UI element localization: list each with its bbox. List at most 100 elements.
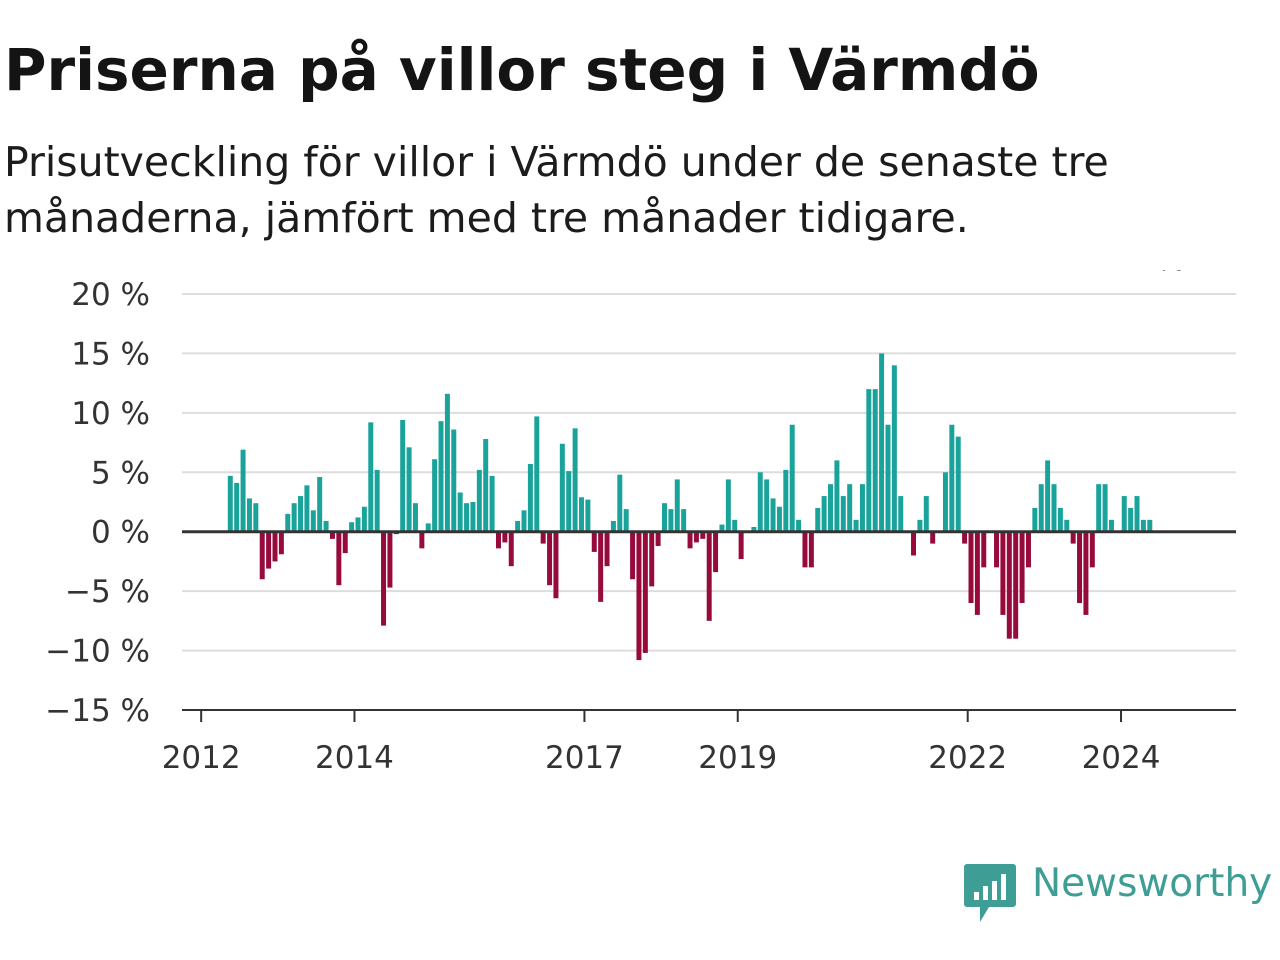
bar (515, 521, 521, 532)
bar (802, 531, 808, 568)
bar (432, 459, 438, 532)
bar (713, 531, 719, 573)
x-axis-ticks: 2012 2014 2017 2019 2022 2024 (162, 710, 1161, 776)
x-tick-label: 2022 (928, 740, 1007, 776)
x-tick-label: 2019 (698, 740, 777, 776)
bar (336, 531, 342, 586)
bar (681, 509, 687, 532)
bar (349, 522, 355, 532)
bar (693, 531, 699, 543)
bar (1077, 531, 1083, 604)
bar (285, 513, 291, 532)
bar (1096, 484, 1102, 532)
bar (923, 496, 929, 532)
bar (368, 422, 374, 532)
bar (598, 531, 604, 602)
bar (317, 477, 323, 532)
bar (444, 393, 450, 532)
bar (968, 531, 974, 604)
bar (1128, 507, 1134, 532)
bar (278, 531, 284, 555)
bar (1102, 484, 1108, 532)
bar (917, 519, 923, 532)
bar (566, 471, 572, 532)
bar (483, 439, 489, 532)
bar (732, 519, 738, 532)
bar (534, 416, 540, 532)
bar (994, 531, 1000, 568)
bar (234, 482, 240, 532)
bar (725, 479, 731, 532)
bar (630, 531, 636, 580)
bar (783, 469, 789, 532)
gridlines (182, 293, 1236, 711)
bar (815, 507, 821, 532)
bar (438, 421, 444, 532)
bar (591, 531, 597, 552)
bar (853, 519, 859, 532)
x-tick-label: 2024 (1082, 740, 1161, 776)
value-annotation-group: 1 % (1123, 270, 1189, 282)
bar (227, 475, 233, 532)
bar (834, 460, 840, 532)
bar (885, 424, 891, 532)
bar (1013, 531, 1019, 639)
bar (508, 531, 514, 567)
bar (1025, 531, 1031, 568)
bar (700, 531, 706, 539)
bar (662, 503, 667, 532)
bar (527, 463, 533, 532)
bar (246, 498, 252, 532)
bar (1134, 496, 1140, 532)
bar (617, 474, 623, 532)
bar (1032, 507, 1038, 532)
bar (891, 365, 897, 532)
bar (847, 484, 853, 532)
bar (1140, 519, 1146, 532)
newsworthy-logo-icon (964, 864, 1016, 922)
y-tick-label: 10 % (71, 396, 150, 432)
bar (464, 503, 470, 532)
bar (866, 389, 872, 532)
y-tick-label: 15 % (71, 336, 150, 372)
bar (974, 531, 980, 615)
value-annotation: 1 % (1127, 270, 1186, 278)
bar (949, 424, 955, 532)
bar (1006, 531, 1012, 639)
bar (930, 531, 936, 544)
bar (879, 353, 885, 532)
bar (387, 531, 393, 588)
bar (828, 484, 834, 532)
x-tick-label: 2017 (545, 740, 624, 776)
bar (1038, 484, 1044, 532)
chart-subtitle: Prisutveckling för villor i Värmdö under… (4, 138, 1109, 242)
bar (687, 531, 693, 549)
bar (495, 531, 501, 549)
bar (981, 531, 987, 568)
bar (259, 531, 265, 580)
bar (642, 531, 648, 653)
bar (272, 531, 278, 562)
bar (361, 506, 367, 532)
bar (1147, 519, 1153, 532)
bar (1057, 507, 1063, 532)
bar (578, 497, 584, 532)
bar (240, 449, 246, 532)
bar (623, 509, 629, 532)
bar (451, 429, 457, 532)
bar (796, 519, 802, 532)
bar (572, 428, 578, 532)
bar (502, 531, 508, 543)
bar (738, 531, 744, 560)
bar (547, 531, 553, 586)
bar (840, 496, 846, 532)
bar (323, 521, 329, 532)
bar-series (227, 353, 1153, 661)
bar (266, 531, 272, 569)
bar (553, 531, 559, 599)
bar (1000, 531, 1006, 615)
brand-name: Newsworthy (1032, 861, 1273, 906)
bar (1019, 531, 1025, 604)
bar (955, 436, 961, 532)
bar (1070, 531, 1076, 544)
